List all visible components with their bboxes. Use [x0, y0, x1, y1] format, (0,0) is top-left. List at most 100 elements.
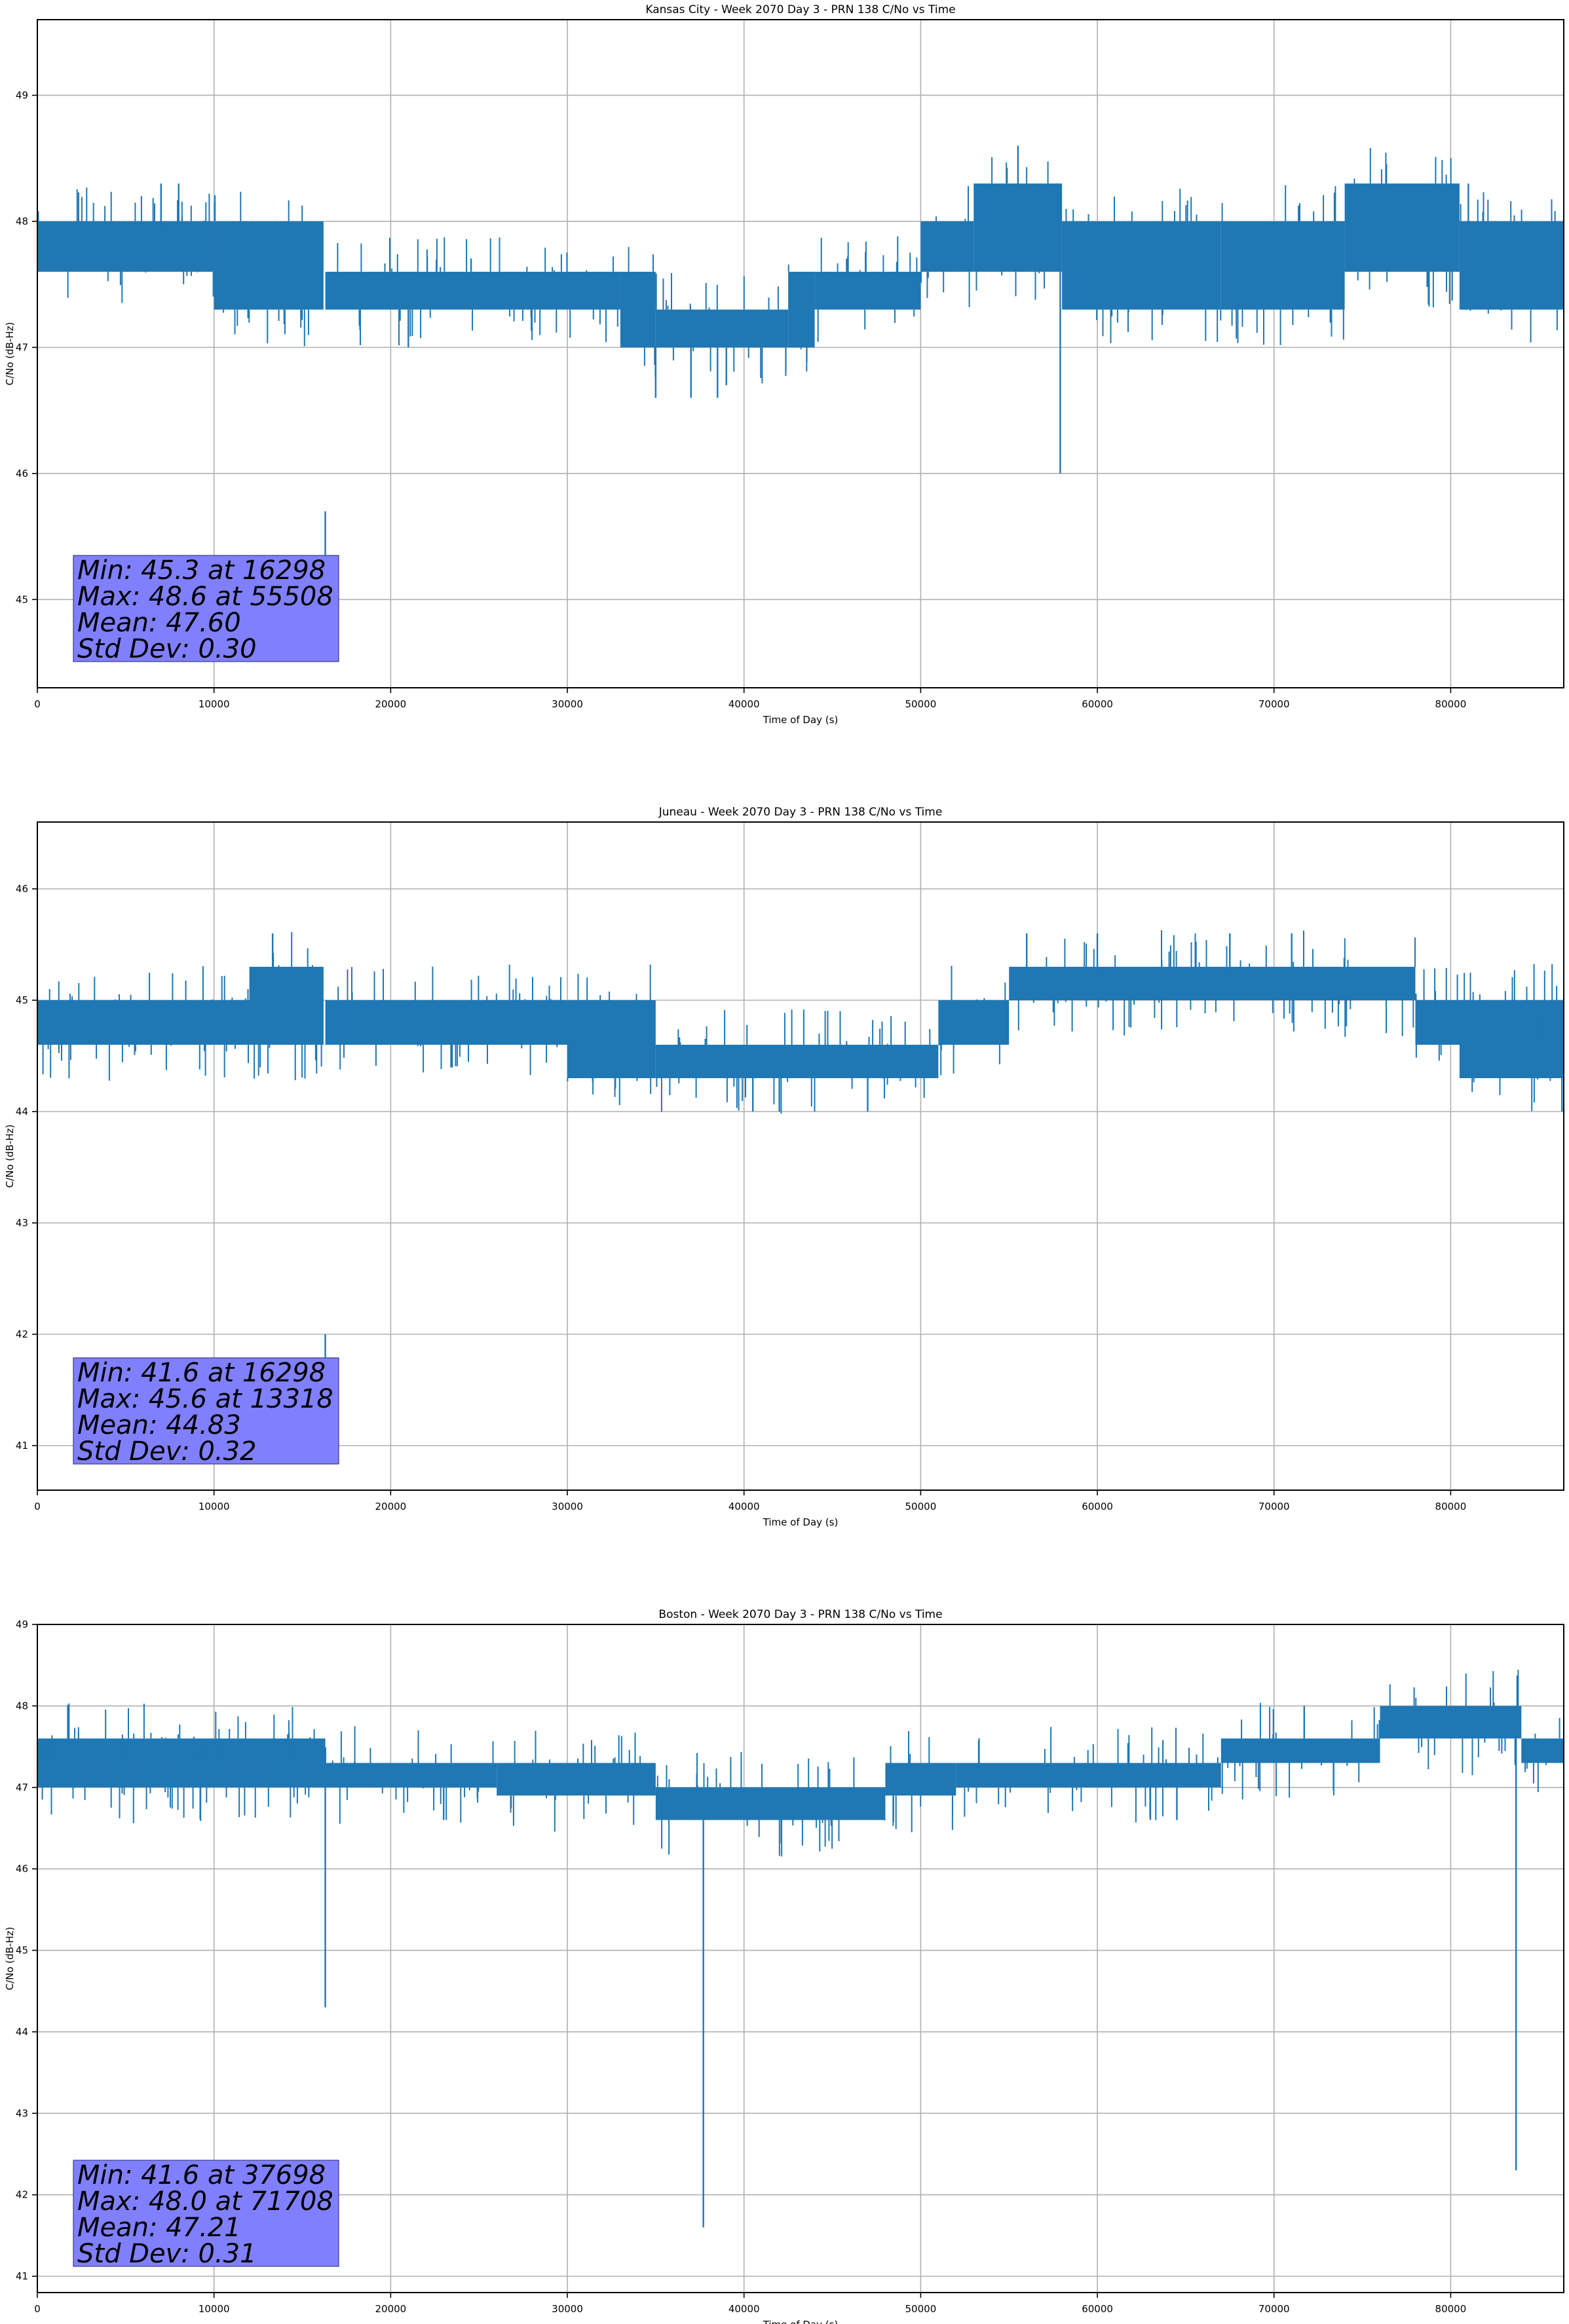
signal-noise: [975, 157, 1058, 300]
signal-band: [974, 183, 1063, 272]
signal-band: [655, 1787, 886, 1820]
signal-band: [1062, 221, 1221, 310]
x-tick-label: 50000: [905, 698, 937, 710]
chart-0: 0 10000 20000 30000 40000 50000 60000 70000 8000…: [4, 3, 1564, 726]
signal-band: [1380, 1706, 1522, 1739]
stats-line: Mean: 47.21: [77, 2213, 241, 2243]
signal-noise: [964, 1727, 1219, 1823]
series-cno: [37, 145, 1564, 562]
y-tick-label: 46: [16, 468, 28, 479]
stats-line: Std Dev: 0.32: [77, 1436, 257, 1467]
y-tick-label: 44: [16, 2026, 28, 2038]
signal-band: [885, 1763, 956, 1796]
signal-band: [1344, 183, 1460, 272]
signal-band: [325, 1000, 568, 1045]
signal-noise: [337, 237, 618, 346]
signal-noise: [1017, 930, 1416, 1037]
chart-title: Juneau - Week 2070 Day 3 - PRN 138 C/No …: [658, 806, 943, 819]
signal-band: [1220, 221, 1345, 310]
x-tick-label: 50000: [905, 2303, 937, 2315]
signal-band: [1009, 967, 1416, 1000]
x-tick-label: 50000: [905, 1501, 937, 1512]
y-tick-label: 45: [16, 1945, 28, 1957]
y-tick-label: 47: [16, 1782, 28, 1793]
x-tick-label: 0: [34, 698, 41, 710]
signal-noise: [656, 1752, 886, 1857]
chart-title: Boston - Week 2070 Day 3 - PRN 138 C/No …: [658, 1608, 942, 1621]
stats-box-bg: [73, 555, 339, 662]
signal-noise: [567, 964, 652, 1106]
x-tick-label: 30000: [552, 2303, 583, 2315]
signal-noise: [1460, 192, 1558, 343]
y-axis-label: C/No (dB-Hz): [4, 1125, 16, 1188]
x-tick-label: 20000: [375, 698, 406, 710]
x-tick-label: 20000: [375, 1501, 406, 1512]
x-tick-label: 10000: [198, 2303, 230, 2315]
x-tick-label: 30000: [552, 698, 583, 710]
stats-line: Std Dev: 0.31: [77, 2239, 257, 2269]
y-tick-label: 45: [16, 593, 28, 605]
signal-noise: [939, 965, 1006, 1076]
plot-frame: [37, 19, 1564, 688]
x-tick-label: 80000: [1435, 2303, 1467, 2315]
signal-noise: [787, 264, 808, 372]
y-tick-label: 48: [16, 216, 28, 227]
signal-noise: [655, 272, 787, 384]
signal-band: [920, 221, 974, 272]
stats-line: Mean: 44.83: [77, 1410, 241, 1440]
signal-noise: [920, 186, 970, 307]
y-tick-label: 45: [16, 994, 28, 1006]
signal-noise: [1389, 1670, 1519, 1775]
signal-band: [325, 1763, 497, 1788]
signal-band: [788, 271, 815, 348]
x-axis-label: Time of Day (s): [763, 2319, 839, 2324]
y-tick-label: 42: [16, 1328, 28, 1340]
x-axis-label: Time of Day (s): [763, 714, 839, 726]
stats-line: Min: 41.6 at 16298: [77, 1358, 326, 1388]
y-tick-label: 46: [16, 1863, 28, 1875]
x-tick-label: 0: [34, 2303, 41, 2315]
signal-band: [37, 1763, 326, 1788]
signal-noise: [656, 1009, 931, 1114]
signal-noise: [337, 964, 561, 1076]
y-tick-label: 47: [16, 341, 28, 353]
signal-band: [1459, 221, 1564, 310]
signal-noise: [817, 236, 918, 342]
signal-band: [620, 271, 656, 348]
signal-band: [497, 1763, 656, 1796]
x-tick-label: 80000: [1435, 698, 1467, 710]
y-tick-label: 41: [16, 1440, 28, 1452]
y-axis-label: C/No (dB-Hz): [4, 322, 16, 386]
x-tick-label: 70000: [1258, 1501, 1290, 1512]
x-tick-label: 0: [34, 1501, 41, 1512]
stats-box-bg: [73, 1357, 339, 1465]
signal-band: [655, 309, 789, 348]
x-tick-label: 70000: [1258, 698, 1290, 710]
stats-line: Min: 45.3 at 16298: [77, 555, 326, 586]
stats-line: Std Dev: 0.30: [77, 634, 257, 664]
series-cno: [37, 1670, 1564, 2228]
stats-box-bg: [73, 2160, 339, 2267]
signal-band: [1459, 1045, 1564, 1078]
signal-noise: [37, 187, 214, 303]
signal-band: [37, 221, 214, 272]
x-tick-label: 70000: [1258, 2303, 1290, 2315]
signal-noise: [1221, 1702, 1380, 1799]
signal-band: [1521, 1738, 1564, 1763]
series-cno: [37, 930, 1564, 1379]
x-tick-label: 60000: [1082, 1501, 1113, 1512]
signal-noise: [214, 191, 309, 347]
stats-line: Max: 45.6 at 13318: [77, 1384, 333, 1414]
signal-band: [214, 221, 324, 310]
stats-line: Max: 48.6 at 55508: [77, 582, 333, 612]
signal-band: [567, 1000, 656, 1078]
signal-noise: [1524, 1717, 1560, 1792]
signal-band: [655, 1045, 939, 1078]
signal-band: [37, 1738, 326, 1763]
signal-band: [814, 271, 921, 310]
stats-line: Mean: 47.60: [77, 608, 241, 638]
plot-frame: [37, 1624, 1564, 2293]
